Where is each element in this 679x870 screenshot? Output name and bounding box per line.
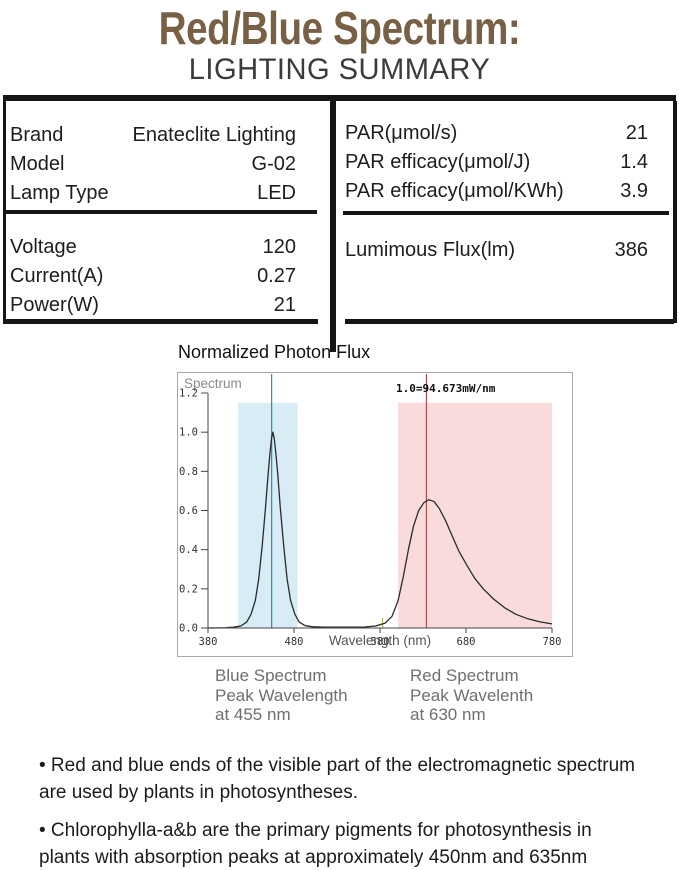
y-tick-label: 0.6 (179, 505, 198, 517)
spec-label: Brand (10, 124, 64, 146)
table-bottom-rule-left (3, 319, 318, 324)
spec-value: 1.4 (620, 151, 648, 173)
y-tick-label: 0.2 (179, 583, 198, 595)
spec-cell-brand: Brand Enateclite Lighting Model G-02 Lam… (10, 121, 296, 208)
table-right-border (673, 101, 677, 323)
y-tick-label: 1.2 (179, 388, 198, 400)
callout-line: Peak Wavelength (215, 685, 348, 705)
callout-line: Red Spectrum (410, 666, 519, 685)
x-axis-label: Wavelength (nm) (329, 633, 431, 648)
x-tick-label: 680 (457, 636, 476, 648)
page-title: Red/Blue Spectrum: (158, 2, 521, 54)
spec-value: LED (257, 182, 296, 204)
callout-line: Blue Spectrum (215, 666, 327, 685)
chart-title: Normalized Photon Flux (178, 342, 371, 362)
spec-row: Lamp Type LED (10, 179, 296, 208)
spec-value: Enateclite Lighting (132, 124, 296, 146)
spec-value: 0.27 (257, 265, 296, 287)
callout-line: at 455 nm (215, 705, 291, 724)
x-tick-label: 480 (285, 636, 304, 648)
spec-label: Lumimous Flux(lm) (345, 239, 516, 261)
spec-row: Model G-02 (10, 150, 296, 179)
spec-row: PAR(μmol/s) 21 (345, 119, 648, 148)
chart-inner-label: Spectrum (184, 376, 242, 391)
spec-row: Current(A) 0.27 (10, 262, 296, 291)
bullet-chlorophyll: • Chlorophylla-a&b are the primary pigme… (39, 820, 592, 868)
scale-annotation: 1.0=94.673mW/nm (396, 382, 496, 395)
table-bottom-rule-right (345, 319, 674, 324)
spec-label: PAR efficacy(μmol/J) (345, 151, 531, 173)
spec-cell-electrical: Voltage 120 Current(A) 0.27 Power(W) 21 (10, 233, 296, 320)
spec-label: PAR efficacy(μmol/KWh) (345, 180, 564, 202)
blue-peak-callout: Blue Spectrum Peak Wavelength at 455 nm (215, 666, 348, 725)
spec-label: Power(W) (10, 294, 99, 316)
spec-row: PAR efficacy(μmol/J) 1.4 (345, 148, 648, 177)
callout-line: Peak Wavelenth (410, 685, 534, 705)
spec-row: Voltage 120 (10, 233, 296, 262)
red-peak-callout: Red Spectrum Peak Wavelenth at 630 nm (410, 666, 533, 725)
bullet-photosynthesis: • Red and blue ends of the visible part … (39, 755, 635, 803)
spec-value: 21 (273, 294, 296, 316)
spec-label: Current(A) (10, 265, 104, 287)
spec-value: 3.9 (620, 180, 648, 202)
table-top-rule (3, 95, 676, 101)
callout-line: at 630 nm (410, 705, 486, 724)
spec-value: 120 (262, 236, 296, 258)
spec-value: G-02 (251, 153, 296, 175)
spec-row: Brand Enateclite Lighting (10, 121, 296, 150)
spec-cell-flux: Lumimous Flux(lm) 386 (345, 236, 648, 265)
spec-label: Lamp Type (10, 182, 109, 204)
spec-row: Power(W) 21 (10, 291, 296, 320)
spec-label: Voltage (10, 236, 77, 258)
table-center-divider (330, 101, 336, 352)
spec-value: 21 (625, 122, 648, 144)
spec-row: PAR efficacy(μmol/KWh) 3.9 (345, 177, 648, 206)
spec-row: Lumimous Flux(lm) 386 (345, 236, 648, 265)
x-tick-label: 380 (199, 636, 218, 648)
y-tick-label: 0.8 (179, 466, 198, 478)
x-tick-label: 580 (371, 636, 390, 648)
table-mid-rule-left (3, 210, 317, 214)
spectrum-plot: 0.0 0.2 0.4 0.6 0.8 1.0 1.2 380 480 580 680 780 1.0=… (179, 374, 562, 648)
table-mid-rule-right (343, 211, 669, 215)
spec-label: Model (10, 153, 65, 175)
spec-cell-par: PAR(μmol/s) 21 PAR efficacy(μmol/J) 1.4 … (345, 119, 648, 206)
red-spectrum-band (398, 402, 552, 628)
x-tick-label: 780 (543, 636, 562, 648)
y-tick-label: 0.4 (179, 544, 198, 556)
blue-spectrum-band (238, 402, 298, 628)
page-subtitle: LIGHTING SUMMARY (188, 53, 491, 86)
y-tick-label: 0.0 (179, 623, 198, 635)
spectrum-curve (207, 431, 553, 629)
y-tick-label: 1.0 (179, 427, 198, 439)
spectrum-chart: Spectrum 0.0 0.2 0.4 0.6 0.8 1.0 1.2 380 480 580 6… (177, 372, 573, 657)
spec-label: PAR(μmol/s) (345, 122, 458, 144)
spec-value: 386 (614, 239, 648, 261)
